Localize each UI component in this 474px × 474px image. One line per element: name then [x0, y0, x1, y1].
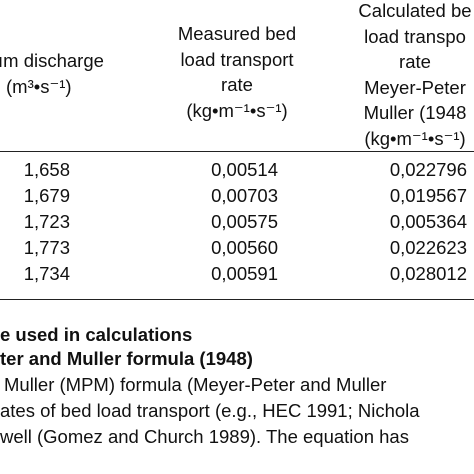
header-cell: (kg•m⁻¹•s⁻¹): [186, 99, 288, 121]
body-line: well (Gomez and Church 1989). The equati…: [0, 426, 409, 447]
table-cell: 0,028012: [389, 263, 467, 284]
table-cell: 0,00514: [211, 159, 278, 180]
section-subheading: ter and Muller formula (1948): [0, 348, 253, 369]
table-cell: 1,734: [23, 263, 70, 284]
header-cell: (kg•m⁻¹•s⁻¹): [364, 127, 466, 149]
header-cell: Calculated be: [358, 0, 472, 21]
section-heading: e used in calculations: [0, 324, 193, 345]
body-line: ates of bed load transport (e.g., HEC 19…: [0, 400, 420, 421]
header-cell: Muller (1948: [363, 102, 467, 123]
table-cell: 1,679: [23, 185, 70, 206]
header-cell: rate: [399, 51, 431, 72]
header-cell: (m³•s⁻¹): [6, 75, 72, 97]
table-cell: 0,022623: [389, 237, 467, 258]
header-cell: Meyer-Peter: [364, 76, 466, 98]
table-cell: 0,00560: [211, 237, 278, 258]
header-cell: load transport: [180, 48, 294, 70]
table-cell: 0,00591: [211, 263, 278, 284]
table-cell: 1,773: [23, 237, 70, 258]
table-cell: 0,00703: [211, 185, 278, 206]
table-cell: 0,022796: [389, 159, 467, 180]
table-rule: [0, 151, 474, 152]
header-cell: ım discharge: [0, 50, 104, 71]
table-cell: 1,658: [23, 159, 70, 180]
table-cell: 1,723: [23, 211, 70, 232]
header-cell: load transpo: [364, 25, 466, 47]
table-cell: 0,00575: [211, 211, 278, 232]
header-cell: Measured bed: [177, 23, 297, 44]
table-cell: 0,019567: [389, 185, 467, 206]
table-cell: 0,005364: [389, 211, 467, 232]
header-cell: rate: [221, 74, 253, 95]
body-line: Muller (MPM) formula (Meyer-Peter and Mu…: [4, 374, 387, 395]
table-rule: [0, 299, 474, 300]
